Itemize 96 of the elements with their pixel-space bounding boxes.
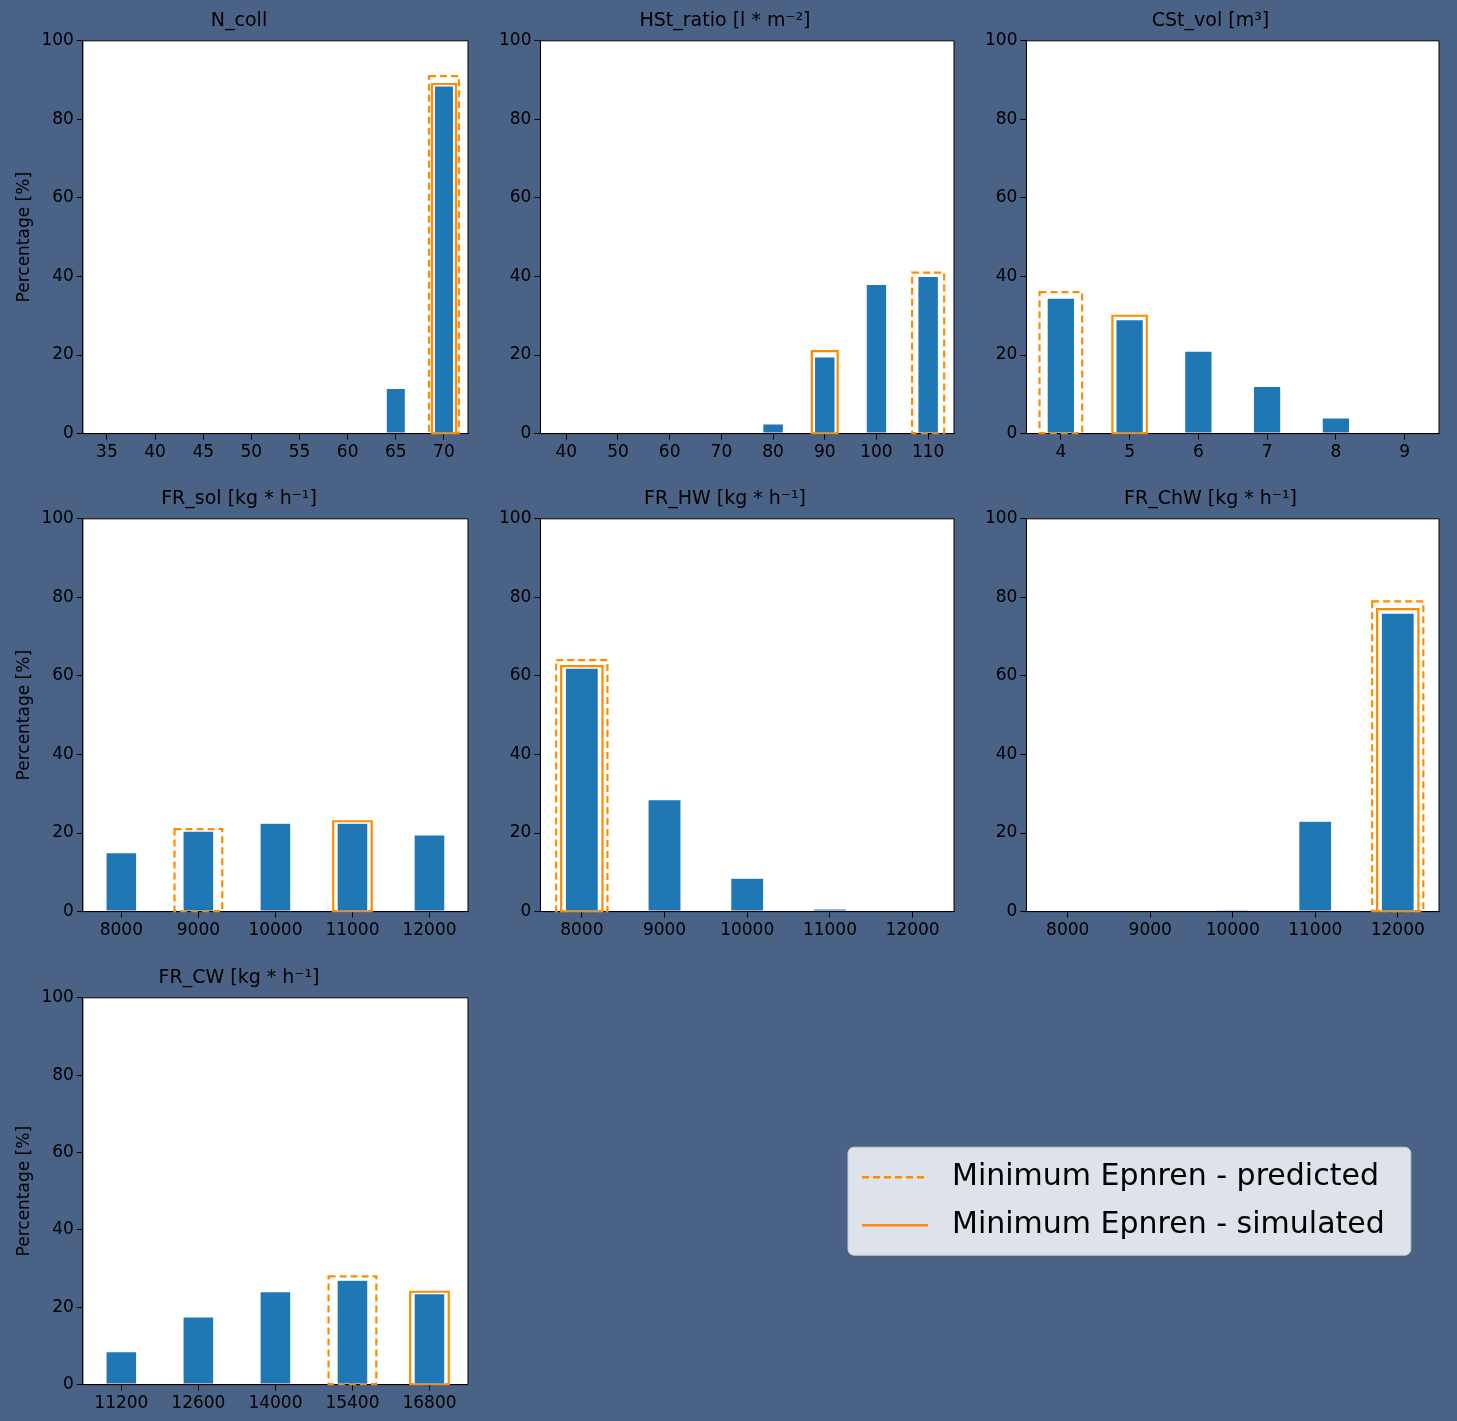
y-tick-label: 0 (63, 1373, 74, 1394)
x-tick-label: 9 (1399, 441, 1411, 462)
x-tick-label: 100 (860, 441, 893, 462)
x-tick-label: 4 (1055, 441, 1067, 462)
x-tick-label: 35 (96, 441, 118, 462)
y-tick-label: 60 (52, 1140, 74, 1161)
y-axis-title: Percentage [%] (12, 649, 33, 781)
y-tick-label: 100 (41, 986, 74, 1007)
x-tick-label: 12000 (1370, 919, 1425, 940)
x-tick-label: 45 (192, 441, 215, 462)
x-tick-label: 90 (813, 441, 836, 462)
x-tick-label: 80 (762, 441, 784, 462)
y-tick-label: 80 (509, 107, 532, 128)
x-tick-label: 6 (1192, 441, 1204, 462)
y-tick-label: 0 (1006, 900, 1018, 921)
y-axis-title: Percentage [%] (12, 1125, 33, 1257)
x-tick-label: 9000 (1128, 919, 1172, 940)
y-tick-label: 100 (41, 507, 74, 528)
x-tick-label: 14000 (248, 1392, 303, 1413)
x-tick-label: 60 (658, 441, 681, 462)
x-tick-label: 11000 (1288, 919, 1343, 940)
y-tick-label: 60 (509, 664, 532, 685)
y-tick-label: 0 (520, 900, 532, 921)
y-tick-label: 20 (52, 821, 74, 842)
y-tick-label: 40 (52, 1218, 74, 1239)
x-tick-label: 8000 (99, 919, 143, 940)
chart-title: FR_sol [kg * h⁻¹] (161, 486, 317, 510)
y-tick-label: 100 (498, 507, 532, 528)
x-tick-label: 16800 (402, 1392, 457, 1413)
x-tick-label: 15400 (325, 1392, 380, 1413)
x-tick-label: 110 (911, 441, 945, 462)
x-tick-label: 50 (607, 441, 629, 462)
x-tick-label: 40 (555, 441, 578, 462)
x-tick-label: 11000 (325, 919, 380, 940)
y-tick-label: 80 (995, 585, 1018, 606)
y-tick-label: 20 (995, 821, 1018, 842)
y-tick-label: 60 (995, 186, 1018, 207)
y-tick-label: 20 (52, 1295, 74, 1316)
x-tick-label: 7 (1261, 441, 1273, 462)
x-tick-label: 50 (240, 441, 263, 462)
y-tick-label: 60 (995, 664, 1018, 685)
x-tick-label: 65 (384, 441, 407, 462)
x-tick-label: 8 (1330, 441, 1342, 462)
x-tick-label: 10000 (720, 919, 775, 940)
y-tick-label: 40 (52, 742, 74, 763)
y-tick-label: 60 (52, 186, 74, 207)
legend-label: Minimum Epnren - predicted (952, 1157, 1379, 1192)
y-tick-label: 0 (520, 422, 532, 443)
y-tick-label: 20 (509, 343, 532, 364)
x-tick-label: 10000 (248, 919, 303, 940)
x-tick-label: 10000 (1205, 919, 1260, 940)
y-tick-label: 100 (498, 29, 532, 50)
y-axis-title: Percentage [%] (12, 171, 33, 303)
y-tick-label: 40 (52, 264, 74, 285)
y-tick-label: 100 (984, 507, 1018, 528)
x-tick-label: 40 (144, 441, 166, 462)
y-tick-label: 40 (995, 742, 1018, 763)
x-tick-label: 12600 (171, 1392, 226, 1413)
x-tick-label: 60 (336, 441, 359, 462)
y-tick-label: 40 (509, 264, 532, 285)
x-tick-label: 12000 (885, 919, 940, 940)
y-tick-label: 0 (63, 900, 74, 921)
legend-label: Minimum Epnren - simulated (952, 1205, 1385, 1240)
x-tick-label: 11000 (802, 919, 857, 940)
chart-title: CSt_vol [m³] (1151, 8, 1270, 32)
x-tick-label: 9000 (642, 919, 687, 940)
y-tick-label: 100 (984, 29, 1018, 50)
x-tick-label: 70 (710, 441, 733, 462)
y-tick-label: 20 (509, 821, 532, 842)
chart-title: FR_HW [kg * h⁻¹] (644, 486, 806, 510)
y-tick-label: 20 (995, 343, 1018, 364)
chart-title: FR_CW [kg * h⁻¹] (158, 965, 320, 989)
y-tick-label: 80 (509, 585, 532, 606)
y-tick-label: 60 (52, 664, 74, 685)
x-tick-label: 8000 (560, 919, 604, 940)
chart-title: FR_ChW [kg * h⁻¹] (1124, 486, 1297, 510)
x-tick-label: 5 (1124, 441, 1135, 462)
y-tick-label: 100 (41, 29, 74, 50)
y-tick-label: 80 (52, 107, 74, 128)
y-tick-label: 60 (509, 186, 532, 207)
y-tick-label: 0 (63, 422, 74, 443)
y-tick-label: 80 (995, 107, 1018, 128)
chart-title: HSt_ratio [l * m⁻²] (639, 8, 811, 32)
chart-title: N_coll (210, 8, 268, 32)
x-tick-label: 11200 (94, 1392, 149, 1413)
y-tick-label: 80 (52, 1063, 74, 1084)
y-tick-label: 40 (995, 264, 1018, 285)
y-tick-label: 0 (1006, 422, 1018, 443)
x-tick-label: 9000 (176, 919, 221, 940)
y-tick-label: 40 (509, 742, 532, 763)
x-tick-label: 12000 (402, 919, 457, 940)
x-tick-label: 70 (433, 441, 455, 462)
x-tick-label: 55 (288, 441, 311, 462)
x-tick-label: 8000 (1046, 919, 1090, 940)
y-tick-label: 20 (52, 343, 74, 364)
y-tick-label: 80 (52, 585, 74, 606)
